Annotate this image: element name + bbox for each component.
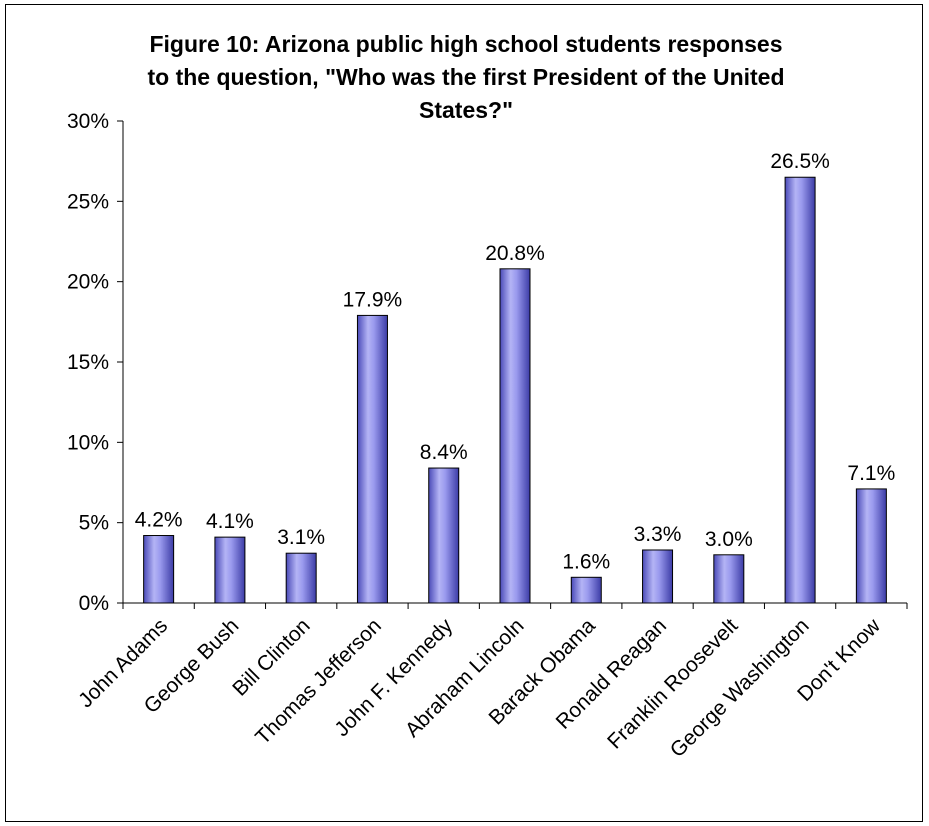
- chart-title: Figure 10: Arizona public high school st…: [147, 31, 784, 123]
- data-labels: 4.2% 4.1% 3.1% 17.9% 8.4% 20.8% 1.6% 3.3% 3.0% 26…: [135, 150, 896, 573]
- bar-thomas-jefferson: [356, 314, 388, 604]
- chart-title-line: to the question, "Who was the first Pres…: [147, 64, 784, 90]
- y-tick-label: 0%: [79, 592, 109, 615]
- bar-john-f-kennedy: [428, 467, 460, 604]
- chart-title-line: Figure 10: Arizona public high school st…: [149, 31, 782, 57]
- bar-george-bush: [214, 536, 246, 604]
- y-tick-label: 15%: [67, 351, 109, 374]
- data-label: 26.5%: [770, 150, 830, 173]
- y-tick-label: 20%: [67, 271, 109, 294]
- bar-don-t-know: [855, 488, 887, 604]
- data-label: 3.0%: [705, 528, 753, 551]
- category-label: George Washington: [666, 614, 814, 762]
- data-label: 3.3%: [634, 523, 682, 546]
- data-label: 4.1%: [206, 510, 254, 533]
- data-label: 1.6%: [562, 550, 610, 573]
- data-label: 8.4%: [420, 441, 468, 464]
- chart-frame: Figure 10: Arizona public high school st…: [5, 4, 923, 822]
- bar-ronald-reagan: [642, 549, 674, 604]
- bar-john-adams: [143, 535, 175, 604]
- bars: [143, 176, 887, 604]
- bar-barack-obama: [570, 576, 602, 604]
- y-tick-label: 10%: [67, 431, 109, 454]
- data-label: 17.9%: [343, 288, 403, 311]
- category-label: Thomas Jefferson: [251, 614, 386, 749]
- y-tick-label: 5%: [79, 512, 109, 535]
- data-label: 4.2%: [135, 509, 183, 532]
- x-axis: [122, 602, 908, 609]
- chart-title-line: States?": [419, 97, 513, 123]
- y-tick-label: 25%: [67, 190, 109, 213]
- bar-bill-clinton: [285, 552, 317, 604]
- data-label: 20.8%: [485, 242, 545, 265]
- y-tick-label: 30%: [67, 110, 109, 133]
- bar-george-washington: [784, 176, 816, 604]
- category-label: John F. Kennedy: [330, 614, 457, 741]
- data-label: 7.1%: [847, 462, 895, 485]
- y-axis: 0% 5% 10% 15% 20% 25% 30%: [67, 110, 124, 615]
- category-label: Franklin Roosevelt: [603, 614, 742, 753]
- bar-franklin-roosevelt: [713, 554, 745, 604]
- category-label: Abraham Lincoln: [401, 614, 529, 742]
- data-label: 3.1%: [277, 526, 325, 549]
- bar-chart: Figure 10: Arizona public high school st…: [67, 31, 908, 762]
- bar-abraham-lincoln: [499, 268, 531, 604]
